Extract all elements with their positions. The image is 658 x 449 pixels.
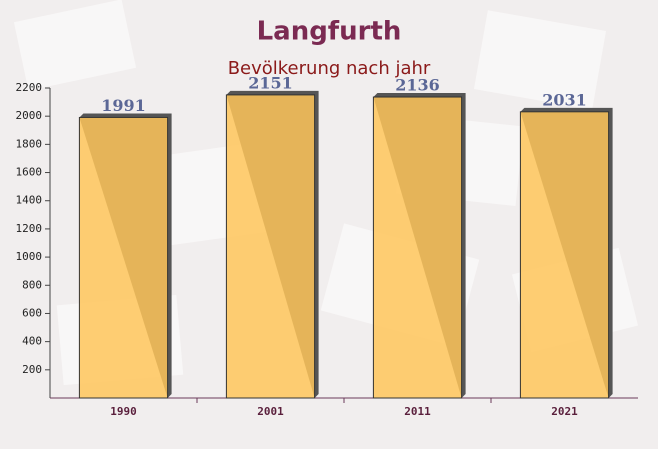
y-tick-label: 1400 xyxy=(16,194,43,207)
y-tick-label: 1600 xyxy=(16,166,43,179)
y-tick-label: 1200 xyxy=(16,222,43,235)
value-label: 2151 xyxy=(248,73,293,92)
x-tick-label: 2021 xyxy=(551,405,578,418)
bar xyxy=(225,94,316,399)
y-tick-label: 1800 xyxy=(16,137,43,150)
y-tick-label: 2200 xyxy=(16,81,43,94)
y-tick-label: 600 xyxy=(22,306,42,319)
chart-title: Langfurth xyxy=(257,17,402,47)
x-tick-label: 1990 xyxy=(110,405,137,418)
value-label: 2136 xyxy=(395,76,440,95)
y-tick-label: 2000 xyxy=(16,109,43,122)
x-tick-label: 2001 xyxy=(257,405,284,418)
y-tick-label: 400 xyxy=(22,335,42,348)
value-label: 1991 xyxy=(101,96,146,115)
chart-subtitle: Bevölkerung nach jahr xyxy=(228,58,431,79)
value-label: 2031 xyxy=(542,90,587,109)
bar xyxy=(519,111,610,399)
x-tick-label: 2011 xyxy=(404,405,431,418)
y-tick-label: 800 xyxy=(22,278,42,291)
y-tick-label: 1000 xyxy=(16,250,43,263)
bar xyxy=(78,116,169,399)
y-tick-label: 200 xyxy=(22,363,42,376)
bar xyxy=(372,96,463,399)
